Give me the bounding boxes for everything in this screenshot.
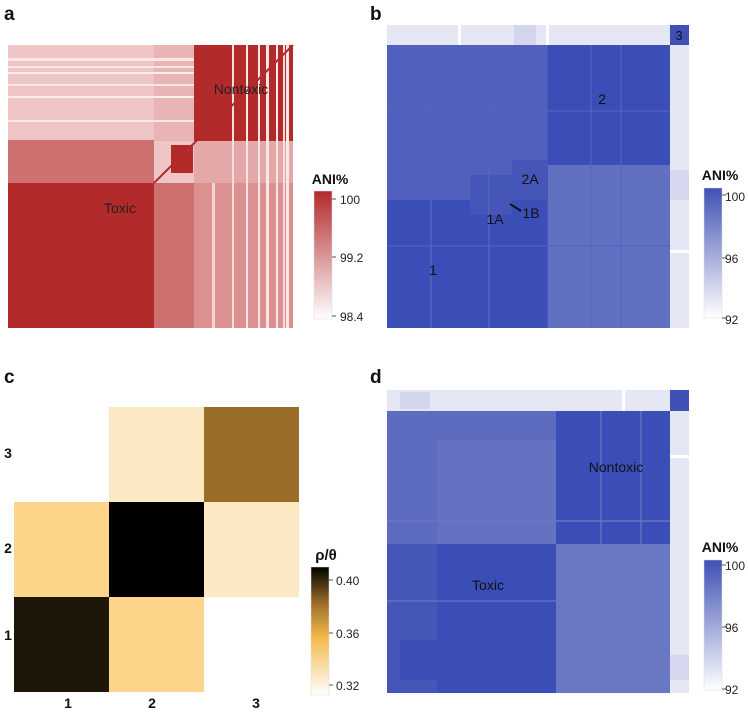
x-tick-2: 2 <box>148 695 156 711</box>
heatmap-cell-r2-c2 <box>109 502 204 597</box>
cluster-label-3: 3 <box>675 28 682 43</box>
cluster-label-1b: 1B <box>522 205 539 221</box>
colorbar-c: ρ/θ 0.40 0.36 0.32 <box>310 547 360 696</box>
cluster-label-nontoxic: Nontoxic <box>214 81 268 97</box>
cluster-label-toxic-d: Toxic <box>472 577 504 593</box>
panel-c: c 3 2 1 1 2 3 ρ/θ 0.40 0.36 0.32 <box>4 367 360 711</box>
y-tick-3: 3 <box>4 445 12 461</box>
heatmap-cell-r2-c3 <box>204 502 299 597</box>
cluster-label-2a: 2A <box>521 171 539 187</box>
cluster-label-nontoxic-d: Nontoxic <box>589 459 643 475</box>
pointer-1b <box>509 203 522 212</box>
colorbar-a-tick-2: 98.4 <box>340 310 364 324</box>
x-tick-3: 3 <box>252 695 260 711</box>
panel-b: b <box>370 4 745 328</box>
colorbar-d-tick-2: 92 <box>725 683 739 697</box>
colorbar-b-tick-1: 96 <box>725 252 739 266</box>
cluster-label-1a: 1A <box>486 211 504 227</box>
panel-letter-b: b <box>370 4 382 25</box>
heatmap-cell-r2-c1 <box>14 502 109 597</box>
colorbar-title-c: ρ/θ <box>315 547 337 564</box>
colorbar-d-tick-0: 100 <box>725 559 745 573</box>
panel-d: d Nontoxic <box>370 367 745 697</box>
panel-letter-a: a <box>4 4 15 25</box>
heatmap-a <box>8 44 294 328</box>
heatmap-cell-r3-c2 <box>109 407 204 502</box>
heatmap-cell-r1-c1 <box>14 597 109 692</box>
colorbar-b-tick-2: 92 <box>725 313 739 327</box>
colorbar-title-b: ANI% <box>702 167 739 183</box>
cluster-label-2: 2 <box>598 91 606 107</box>
panel-a: a <box>4 4 364 328</box>
panel-letter-c: c <box>4 367 15 388</box>
cluster-label-1: 1 <box>429 262 437 278</box>
colorbar-a-tick-1: 99.2 <box>340 251 364 265</box>
colorbar-c-tick-2: 0.32 <box>336 679 360 693</box>
colorbar-c-tick-0: 0.40 <box>336 574 360 588</box>
heatmap-cell-r3-c3 <box>204 407 299 502</box>
colorbar-title-d: ANI% <box>702 539 739 555</box>
colorbar-b: ANI% 100 96 92 <box>702 167 746 327</box>
heatmap-b <box>387 25 689 328</box>
colorbar-c-tick-1: 0.36 <box>336 627 360 641</box>
y-tick-2: 2 <box>4 540 12 556</box>
y-tick-1: 1 <box>4 627 12 643</box>
panel-letter-d: d <box>370 367 382 388</box>
colorbar-b-tick-0: 100 <box>725 190 745 204</box>
colorbar-a: ANI% 100 99.2 98.4 <box>312 171 364 324</box>
heatmap-c-cells <box>14 407 299 692</box>
heatmap-cell-r1-c2 <box>109 597 204 692</box>
colorbar-title-a: ANI% <box>312 171 349 187</box>
heatmap-d <box>387 390 689 693</box>
cluster-label-toxic: Toxic <box>104 200 136 216</box>
colorbar-d-tick-1: 96 <box>725 621 739 635</box>
x-tick-1: 1 <box>64 695 72 711</box>
colorbar-a-tick-0: 100 <box>340 193 360 207</box>
colorbar-d: ANI% 100 96 92 <box>702 539 746 697</box>
